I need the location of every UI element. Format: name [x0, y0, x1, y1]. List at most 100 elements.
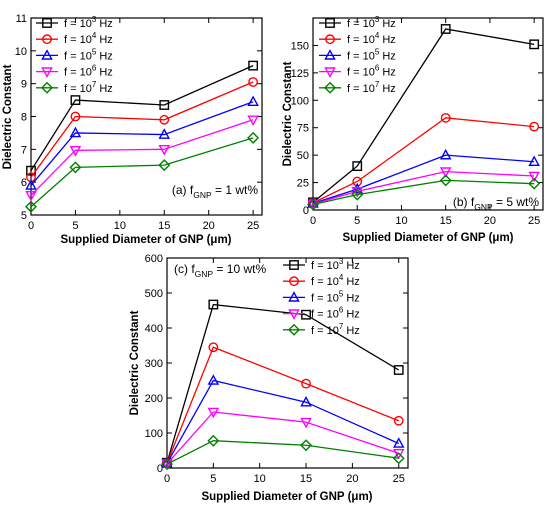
series-line [312, 154, 535, 205]
y-tick-label: 300 [145, 358, 163, 370]
panel-annotation: (b) fGNP = 5 wt% [453, 195, 539, 212]
x-tick-label: 15 [300, 473, 312, 485]
y-tick-label: 0 [157, 463, 163, 475]
x-tick-label: 0 [310, 215, 316, 227]
plot-frame [312, 17, 544, 211]
legend-entry: f = 103 Hz [311, 257, 360, 272]
legend-entry: f = 105 Hz [64, 47, 113, 62]
data-point [392, 449, 405, 460]
x-tick-label: 10 [254, 473, 266, 485]
x-tick-label: 5 [210, 473, 216, 485]
data-point [247, 95, 259, 107]
legend-entry: f = 104 Hz [64, 31, 113, 46]
y-tick-label: 11 [16, 13, 27, 25]
legend-marker [288, 291, 300, 302]
data-point [528, 171, 540, 183]
data-point [301, 378, 311, 389]
x-tick-label: 20 [203, 220, 215, 232]
data-point [25, 190, 37, 202]
legend-marker [288, 309, 300, 320]
series-5 [25, 131, 260, 213]
data-point [207, 434, 220, 447]
y-tick-label: 400 [145, 323, 163, 335]
legend-marker [325, 18, 335, 28]
y-tick-label: 50 [297, 150, 309, 162]
legend-entry: f = 107 Hz [64, 80, 113, 95]
x-tick-label: 0 [164, 473, 170, 485]
y-tick-label: 500 [145, 288, 163, 300]
data-point [307, 198, 319, 211]
y-axis-label: Dielectric Constant [282, 61, 294, 166]
legend-entry: f = 107 Hz [311, 322, 360, 337]
panel-annotation: (c) fGNP = 10 wt% [174, 262, 266, 279]
data-point [208, 299, 219, 310]
data-point [159, 114, 170, 125]
y-tick-label: 200 [145, 393, 163, 405]
legend-marker [289, 276, 299, 287]
legend-marker [41, 49, 53, 60]
x-tick-label: 20 [346, 473, 358, 485]
data-point [247, 131, 260, 144]
data-point [351, 182, 364, 194]
data-point [248, 60, 259, 71]
data-point [351, 188, 364, 201]
data-point [528, 177, 541, 190]
data-point [393, 365, 404, 375]
panel-annotation: (a) fGNP = 1 wt% [172, 183, 258, 200]
data-point [25, 200, 37, 213]
y-tick-label: 9 [21, 79, 27, 91]
plot-frame [166, 257, 409, 469]
series-line [30, 137, 254, 208]
series-line [312, 170, 535, 205]
legend-entry: f = 106 Hz [64, 64, 113, 79]
series-5 [307, 174, 541, 211]
y-tick-label: 6 [21, 177, 27, 189]
data-point [161, 459, 173, 471]
legend-entry: f = 105 Hz [311, 289, 360, 304]
series-line [166, 411, 399, 465]
legend: f = 103 Hzf = 104 Hzf = 105 Hz f = 106 Hz… [36, 15, 113, 95]
data-point [158, 145, 171, 156]
data-point [529, 39, 540, 50]
data-point [439, 174, 452, 187]
series-5 [161, 434, 405, 471]
legend-marker [325, 34, 335, 45]
legend-marker [288, 323, 300, 336]
series-line [166, 379, 399, 464]
x-axis-label: Supplied Diameter of GNP (μm) [60, 234, 231, 246]
y-tick-label: 10 [15, 46, 27, 58]
y-axis-label: Dielectric Constant [2, 64, 14, 169]
y-tick-label: 100 [291, 95, 309, 107]
legend-entry: f = 104 Hz [347, 31, 396, 46]
data-point [207, 407, 220, 419]
x-tick-label: 25 [393, 473, 405, 485]
data-point [440, 112, 451, 123]
series-line [312, 179, 535, 206]
data-point [300, 439, 313, 452]
y-tick-label: 5 [21, 210, 27, 222]
data-point [300, 395, 312, 407]
y-axis-label: Dielectric Constant [129, 310, 141, 415]
legend-marker [289, 260, 299, 270]
legend: f = 103 Hzf = 104 Hzf = 105 Hz f = 106 Hz… [319, 15, 396, 95]
series-1 [308, 24, 540, 208]
legend-entry: f = 103 Hz [64, 15, 113, 30]
y-tick-label: 600 [145, 253, 163, 265]
series-line [166, 303, 400, 463]
series-4 [161, 407, 405, 471]
y-tick-label: 8 [21, 112, 27, 124]
series-line [30, 65, 254, 172]
legend-marker [324, 49, 336, 60]
legend-entry: f = 106 Hz [347, 64, 396, 79]
panel-2: 0 5 10 15 20 25 0 25 50 75 100 125 150 Supplied Diame… [282, 15, 544, 244]
x-axis-label: Supplied Diameter of GNP (μm) [342, 232, 513, 244]
panel-3: 0 5 10 15 20 25 0 100 200 300 400 500 600 Supplied Di… [129, 253, 409, 503]
x-tick-label: 25 [247, 220, 259, 232]
data-point [25, 179, 37, 190]
series-line [166, 440, 399, 465]
x-tick-label: 15 [158, 220, 170, 232]
legend-entry: f = 107 Hz [347, 80, 396, 95]
x-tick-label: 20 [484, 215, 496, 227]
data-point [392, 437, 405, 448]
